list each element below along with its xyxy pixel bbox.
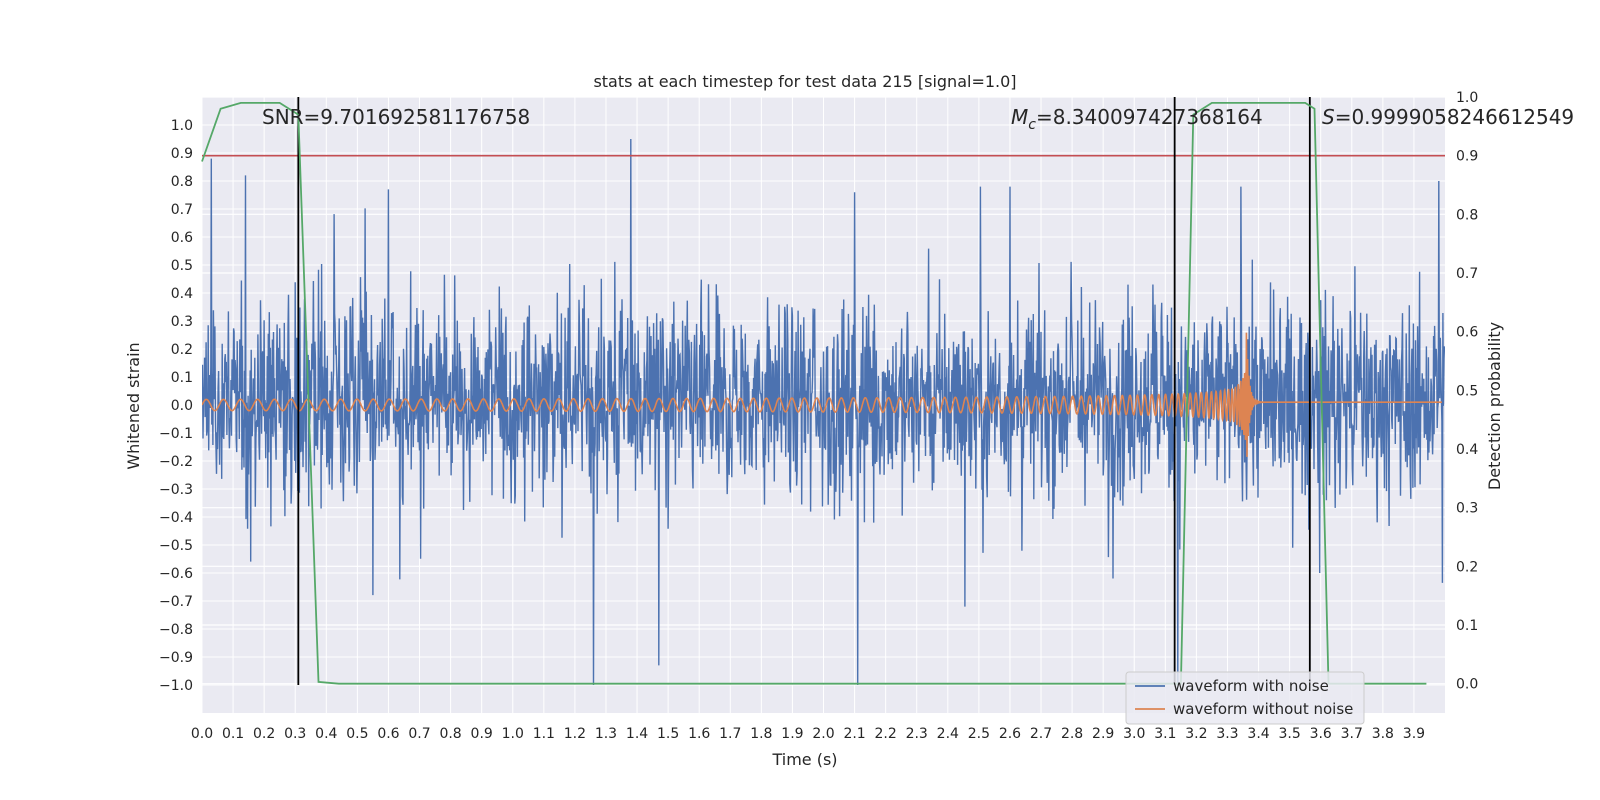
- y-right-tick-label: 0.3: [1456, 501, 1478, 517]
- chirp-mass-annotation: Mc=8.340097427368164: [1011, 105, 1263, 133]
- x-tick-label: 1.8: [750, 726, 772, 742]
- series-waveform-without-noise: [202, 332, 1442, 457]
- y-tick-label: 0.7: [171, 202, 193, 218]
- y-tick-label: −0.6: [159, 566, 193, 582]
- s-symbol: S: [1322, 105, 1335, 129]
- y-tick-label: −0.9: [159, 650, 193, 666]
- y-right-tick-label: 0.5: [1456, 383, 1478, 399]
- y-tick-label: −0.2: [159, 454, 193, 470]
- y-right-tick-label: 1.0: [1456, 90, 1478, 106]
- mc-subscript: c: [1028, 117, 1036, 133]
- series-waveform-with-noise: [202, 138, 1445, 686]
- legend-label-clean: waveform without noise: [1173, 700, 1353, 718]
- x-tick-label: 3.0: [1123, 726, 1145, 742]
- x-tick-label: 1.1: [533, 726, 555, 742]
- y-right-tick-label: 0.9: [1456, 149, 1478, 165]
- legend-label-noise: waveform with noise: [1173, 677, 1329, 695]
- x-tick-label: 3.9: [1403, 726, 1425, 742]
- y-axis-label: Whitened strain: [124, 342, 143, 469]
- y-tick-label: −1.0: [159, 678, 193, 694]
- y-right-tick-label: 0.4: [1456, 442, 1478, 458]
- legend-box: [1125, 671, 1365, 725]
- series-layer: [202, 138, 1445, 686]
- x-tick-label: 1.9: [781, 726, 803, 742]
- y-tick-label: −0.4: [159, 510, 193, 526]
- y-tick-label: 0.4: [171, 286, 193, 302]
- x-tick-label: 1.4: [626, 726, 648, 742]
- x-tick-label: 3.8: [1372, 726, 1394, 742]
- y-tick-label: 0.2: [171, 342, 193, 358]
- x-tick-labels: 0.0 0.1 0.2 0.3 0.4 0.5 0.6 0.7 0.8 0.9 1.0 1.1 1.2 1…: [191, 726, 1425, 742]
- y-tick-label: −0.7: [159, 594, 193, 610]
- y-tick-label: 0.3: [171, 314, 193, 330]
- x-tick-label: 3.1: [1154, 726, 1176, 742]
- x-tick-label: 1.7: [719, 726, 741, 742]
- x-tick-label: 2.8: [1061, 726, 1083, 742]
- y-right-tick-label: 0.0: [1456, 677, 1478, 693]
- score-annotation: S=0.9999058246612549: [1322, 105, 1574, 129]
- x-tick-label: 0.3: [284, 726, 306, 742]
- y-tick-label: −0.3: [159, 482, 193, 498]
- x-tick-label: 1.2: [564, 726, 586, 742]
- x-tick-label: 1.3: [595, 726, 617, 742]
- y-right-tick-label: 0.6: [1456, 325, 1478, 341]
- y-tick-labels: 1.0 0.9 0.8 0.7 0.6 0.5 0.4 0.3 0.2 0.1 0.0 −0.1 −0.…: [159, 118, 193, 694]
- y-tick-label: 1.0: [171, 118, 193, 134]
- x-tick-label: 0.2: [253, 726, 275, 742]
- y-tick-label: 0.6: [171, 230, 193, 246]
- x-tick-label: 0.1: [222, 726, 244, 742]
- x-tick-label: 2.7: [1030, 726, 1052, 742]
- x-tick-label: 2.0: [812, 726, 834, 742]
- x-tick-label: 3.3: [1216, 726, 1238, 742]
- y-tick-label: 0.1: [171, 370, 193, 386]
- x-tick-label: 0.7: [408, 726, 430, 742]
- x-tick-label: 3.4: [1247, 726, 1269, 742]
- x-tick-label: 2.4: [937, 726, 959, 742]
- x-tick-label: 1.6: [688, 726, 710, 742]
- y-right-tick-label: 0.2: [1456, 559, 1478, 575]
- y-tick-label: 0.9: [171, 146, 193, 162]
- x-tick-label: 2.9: [1092, 726, 1114, 742]
- x-tick-label: 0.8: [439, 726, 461, 742]
- x-tick-label: 3.5: [1278, 726, 1300, 742]
- y-tick-label: −0.8: [159, 622, 193, 638]
- y-tick-label: −0.5: [159, 538, 193, 554]
- x-tick-label: 0.0: [191, 726, 213, 742]
- x-tick-label: 0.9: [471, 726, 493, 742]
- s-value: =0.9999058246612549: [1335, 105, 1574, 129]
- x-tick-label: 0.6: [377, 726, 399, 742]
- chart-title: stats at each timestep for test data 215…: [593, 72, 1016, 91]
- y-tick-label: 0.5: [171, 258, 193, 274]
- y-tick-label: 0.0: [171, 398, 193, 414]
- x-tick-label: 3.6: [1310, 726, 1332, 742]
- y-right-axis-label: Detection probability: [1485, 322, 1504, 490]
- x-tick-label: 2.3: [906, 726, 928, 742]
- y-tick-label: −0.1: [159, 426, 193, 442]
- x-tick-label: 0.4: [315, 726, 337, 742]
- x-tick-label: 3.7: [1341, 726, 1363, 742]
- x-tick-label: 2.6: [999, 726, 1021, 742]
- y-tick-label: 0.8: [171, 174, 193, 190]
- x-tick-label: 3.2: [1185, 726, 1207, 742]
- x-tick-label: 2.5: [968, 726, 990, 742]
- x-tick-label: 2.2: [875, 726, 897, 742]
- x-tick-label: 0.5: [346, 726, 368, 742]
- x-tick-label: 2.1: [843, 726, 865, 742]
- mc-symbol: M: [1011, 105, 1028, 129]
- x-tick-label: 1.0: [502, 726, 524, 742]
- y-right-tick-label: 0.8: [1456, 207, 1478, 223]
- snr-annotation: SNR=9.701692581176758: [262, 105, 530, 129]
- y-right-tick-label: 0.1: [1456, 618, 1478, 634]
- mc-value: =8.340097427368164: [1036, 105, 1263, 129]
- y-right-tick-labels: 1.0 0.9 0.8 0.7 0.6 0.5 0.4 0.3 0.2 0.1 0.0: [1456, 90, 1478, 693]
- legend: waveform with noise waveform without noi…: [1125, 671, 1365, 725]
- x-tick-label: 1.5: [657, 726, 679, 742]
- x-axis-label: Time (s): [771, 750, 837, 769]
- y-right-tick-label: 0.7: [1456, 266, 1478, 282]
